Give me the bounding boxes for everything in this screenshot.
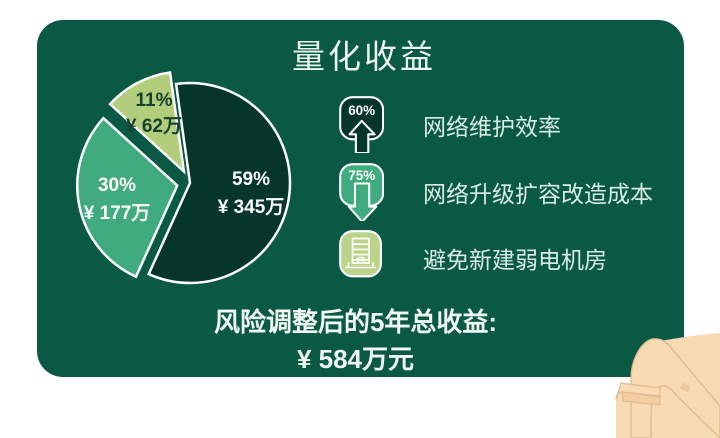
svg-text:59%: 59% [232,169,270,190]
svg-text:11%: 11% [136,90,173,111]
svg-text:¥ 62万: ¥ 62万 [126,116,182,137]
svg-text:¥ 345万: ¥ 345万 [218,197,285,218]
svg-text:30%: 30% [98,175,136,196]
svg-text:¥ 177万: ¥ 177万 [84,203,151,224]
